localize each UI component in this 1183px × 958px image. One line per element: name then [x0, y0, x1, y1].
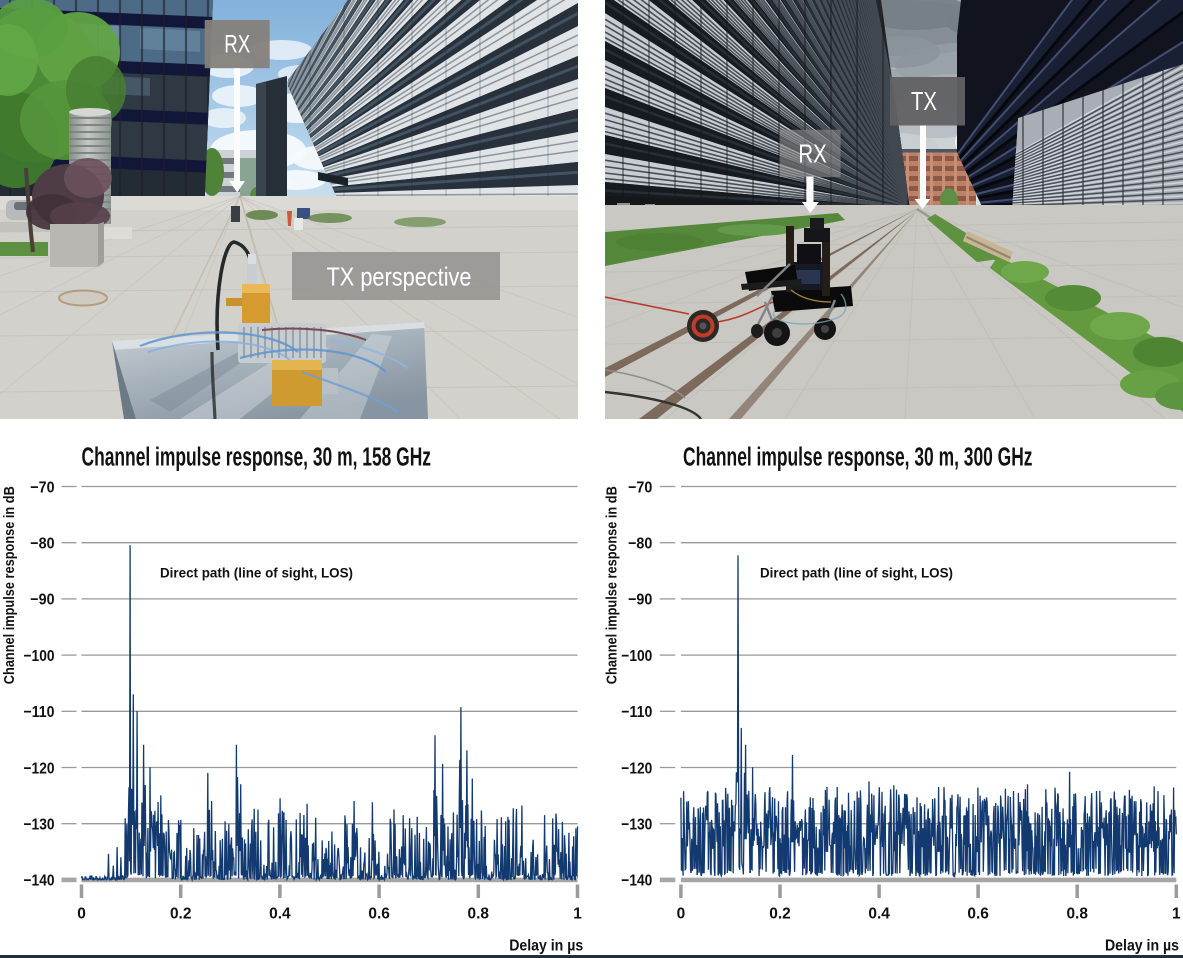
svg-text:−70: −70	[628, 479, 652, 496]
svg-text:−110: −110	[621, 704, 652, 721]
svg-text:0.4: 0.4	[868, 906, 890, 923]
svg-text:Delay in µs: Delay in µs	[1105, 938, 1179, 955]
svg-text:−100: −100	[621, 648, 652, 665]
svg-text:Delay in µs: Delay in µs	[509, 938, 583, 955]
svg-text:−100: −100	[24, 648, 55, 665]
svg-text:Direct path (line of sight, LO: Direct path (line of sight, LOS)	[760, 565, 953, 581]
svg-text:0.2: 0.2	[769, 906, 791, 923]
svg-text:1: 1	[573, 906, 582, 923]
svg-text:Channel impulse response in dB: Channel impulse response in dB	[605, 486, 621, 684]
svg-text:−130: −130	[621, 817, 652, 834]
svg-text:−80: −80	[628, 536, 652, 553]
svg-text:1: 1	[1172, 906, 1181, 923]
svg-text:Direct path (line of sight, LO: Direct path (line of sight, LOS)	[160, 565, 353, 581]
svg-text:−110: −110	[24, 704, 55, 721]
svg-text:Channel impulse response in dB: Channel impulse response in dB	[2, 486, 18, 684]
svg-text:0: 0	[77, 906, 86, 923]
svg-text:Channel impulse response, 30 m: Channel impulse response, 30 m, 158 GHz	[82, 443, 432, 471]
svg-text:−90: −90	[628, 592, 652, 609]
svg-text:0.6: 0.6	[967, 906, 989, 923]
svg-text:−120: −120	[621, 760, 652, 777]
svg-text:RX: RX	[224, 31, 250, 59]
svg-text:RX: RX	[798, 138, 826, 168]
svg-text:−140: −140	[24, 873, 55, 890]
svg-text:0.4: 0.4	[269, 906, 291, 923]
svg-text:TX perspective: TX perspective	[327, 262, 472, 292]
svg-text:−140: −140	[621, 873, 652, 890]
svg-text:0.6: 0.6	[368, 906, 390, 923]
svg-text:TX: TX	[911, 86, 937, 116]
svg-text:−120: −120	[24, 760, 55, 777]
svg-text:−80: −80	[30, 536, 54, 553]
svg-text:Channel impulse response, 30 m: Channel impulse response, 30 m, 300 GHz	[683, 443, 1033, 471]
svg-text:−130: −130	[24, 817, 55, 834]
svg-text:0: 0	[677, 906, 686, 923]
svg-text:0.2: 0.2	[170, 906, 192, 923]
svg-text:−70: −70	[30, 479, 54, 496]
svg-text:0.8: 0.8	[468, 906, 490, 923]
svg-text:0.8: 0.8	[1066, 906, 1088, 923]
svg-text:−90: −90	[30, 592, 54, 609]
